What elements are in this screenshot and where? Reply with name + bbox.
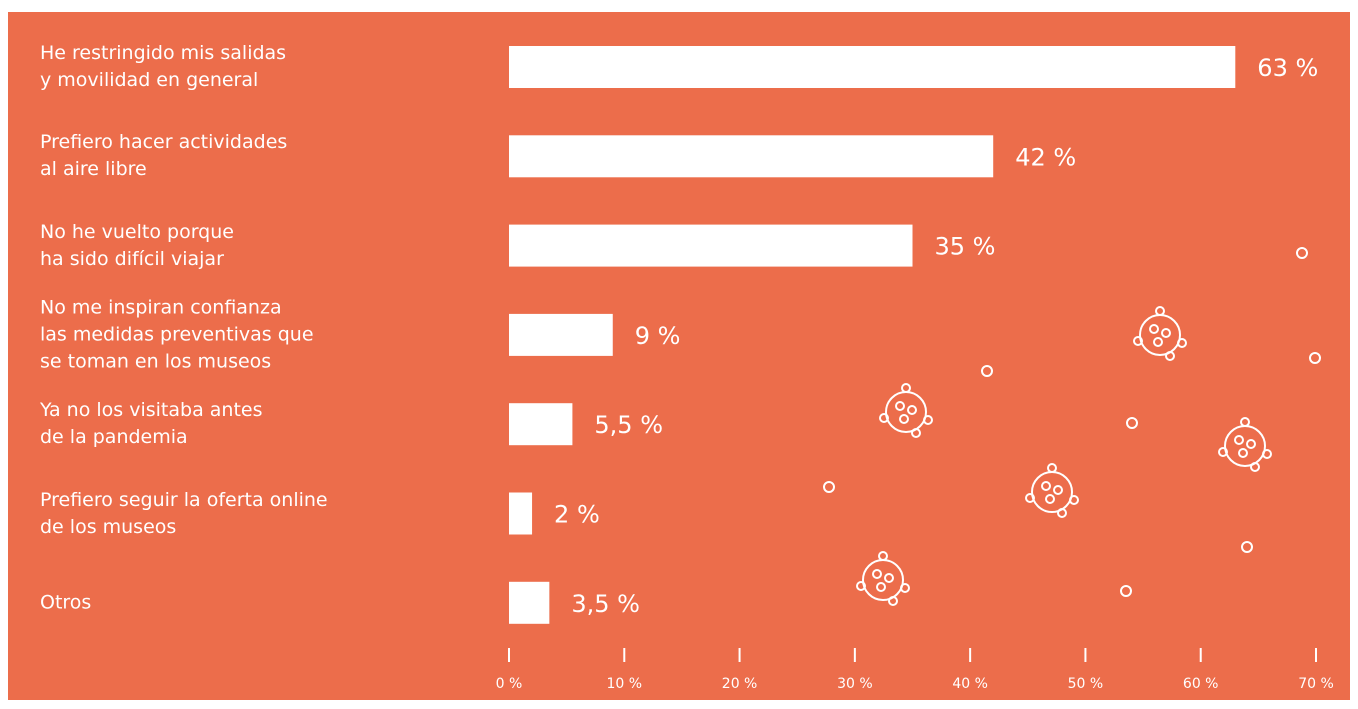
x-tick-label: 50 % — [1068, 676, 1104, 692]
bar — [509, 224, 913, 267]
value-label: 63 % — [1257, 54, 1318, 82]
bar — [509, 581, 550, 624]
bar — [509, 492, 533, 535]
value-label: 5,5 % — [594, 411, 663, 439]
category-label: No he vuelto porque ha sido difícil viaj… — [40, 220, 234, 270]
x-tick-label: 60 % — [1183, 676, 1219, 692]
category-label: Prefiero seguir la oferta online de los … — [40, 488, 328, 538]
x-tick-label: 70 % — [1298, 676, 1334, 692]
bar — [509, 403, 573, 446]
value-label: 42 % — [1015, 143, 1076, 171]
value-label: 35 % — [935, 233, 996, 261]
x-tick-label: 0 % — [496, 676, 523, 692]
x-tick-label: 10 % — [606, 676, 642, 692]
value-label: 9 % — [635, 322, 681, 350]
value-label: 3,5 % — [571, 590, 640, 618]
category-label: Prefiero hacer actividades al aire libre — [40, 131, 288, 181]
category-label: No me inspiran confianza las medidas pre… — [40, 296, 314, 373]
value-label: 2 % — [554, 501, 600, 529]
x-tick-label: 30 % — [837, 676, 873, 692]
x-tick-label: 40 % — [952, 676, 988, 692]
category-label: Otros — [40, 591, 92, 614]
category-label: Ya no los visitaba antes de la pandemia — [40, 399, 263, 449]
decoration — [823, 247, 1321, 606]
bar — [509, 313, 613, 356]
bar — [509, 135, 994, 178]
category-label: He restringido mis salidas y movilidad e… — [40, 42, 287, 91]
x-tick-label: 20 % — [722, 676, 758, 692]
bar — [509, 46, 1236, 88]
